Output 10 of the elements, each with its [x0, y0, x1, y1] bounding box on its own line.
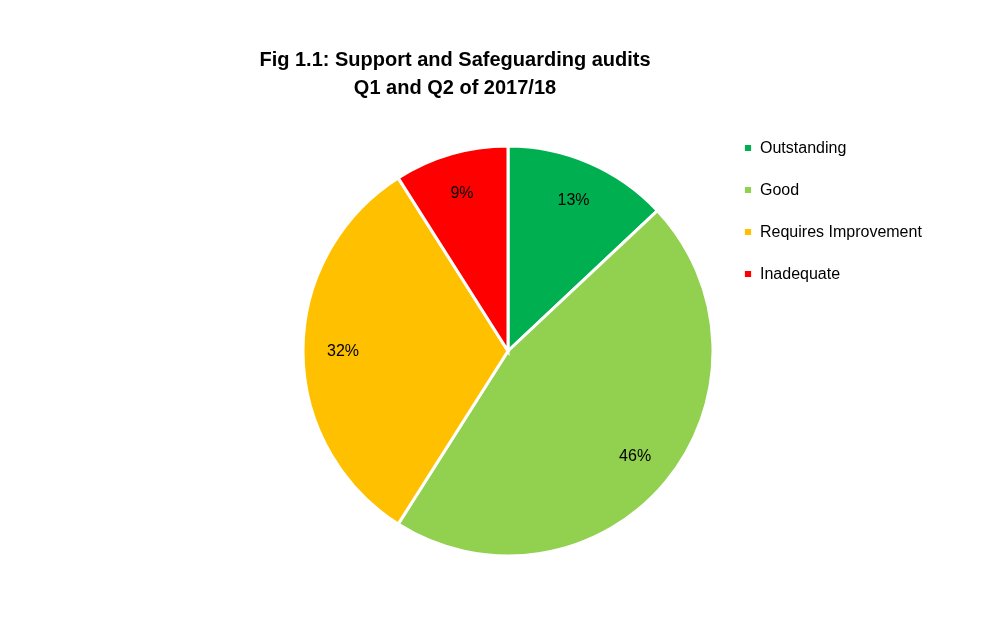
- data-label: 9%: [450, 183, 474, 201]
- text: Q1 and Q2 of 2017/18: [353, 76, 557, 98]
- legend-label: Outstanding: [760, 139, 847, 156]
- data-label: 13%: [557, 190, 590, 208]
- legend-label: Good: [760, 181, 800, 198]
- data-label: 32%: [326, 342, 360, 359]
- legend-label: Inadequate: [760, 265, 841, 282]
- legend-label: Requires Improvement: [760, 223, 923, 240]
- text: Fig 1.1: Support and Safeguarding audits: [259, 48, 651, 70]
- data-label: 46%: [619, 447, 652, 465]
